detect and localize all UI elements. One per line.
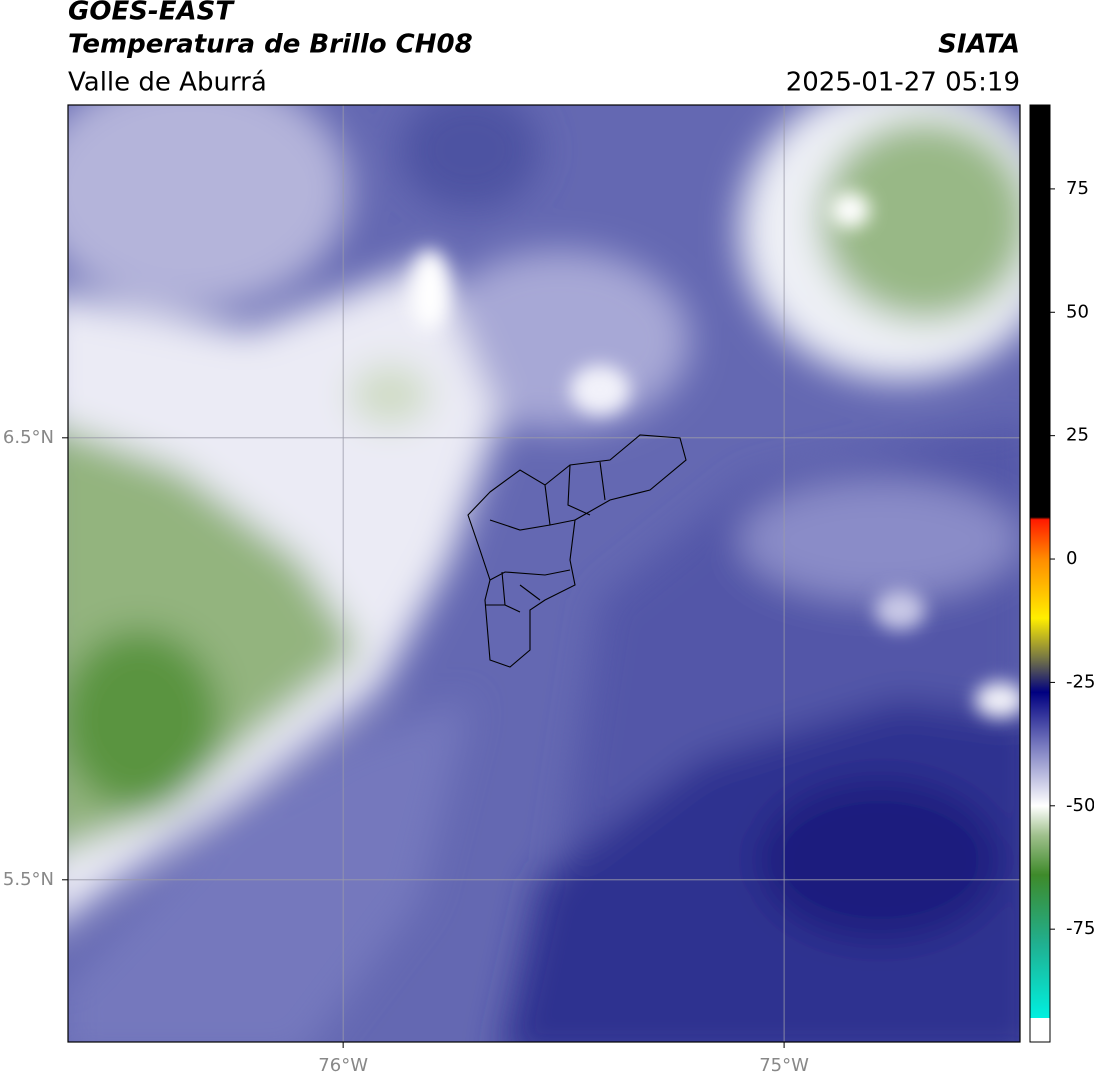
x-tick-label: 76°W bbox=[318, 1055, 368, 1076]
municipal-boundaries bbox=[467, 434, 687, 668]
boundary bbox=[467, 434, 687, 668]
y-tick-label: 5.5°N bbox=[3, 869, 54, 890]
colorbar-tick-label: -50 bbox=[1066, 795, 1094, 816]
colorbar-tick-label: 50 bbox=[1066, 301, 1089, 322]
y-tick-label: 6.5°N bbox=[3, 427, 54, 448]
x-tick-label: 75°W bbox=[759, 1055, 809, 1076]
map-frame bbox=[67, 104, 1021, 1043]
colorbar-tick-label: 0 bbox=[1066, 548, 1077, 569]
colorbar-frame bbox=[1029, 104, 1051, 1043]
source: SIATA bbox=[938, 30, 1020, 60]
graticule bbox=[68, 105, 1020, 1042]
image-field bbox=[68, 105, 1020, 1042]
region: Valle de Aburrá bbox=[68, 68, 267, 98]
colorbar: 75 50 25 0 -25 -50 -75 bbox=[1029, 104, 1094, 1043]
colorbar-tick-label: 25 bbox=[1066, 425, 1089, 446]
title: GOES-EAST bbox=[68, 0, 235, 27]
colorbar-under bbox=[1030, 1018, 1050, 1042]
boundary bbox=[485, 461, 606, 613]
axes: 76°W 75°W 6.5°N 5.5°N bbox=[3, 427, 809, 1076]
colorbar-tick-label: 75 bbox=[1066, 178, 1089, 199]
colorbar-tick-label: -75 bbox=[1066, 918, 1094, 939]
colorbar-tick-label: -25 bbox=[1066, 671, 1094, 692]
subtitle: Temperatura de Brillo CH08 bbox=[68, 30, 473, 60]
image-detail bbox=[410, 192, 1020, 718]
satellite-image bbox=[68, 105, 1020, 1042]
datetime: 2025-01-27 05:19 bbox=[786, 68, 1020, 98]
colorbar-scale bbox=[1030, 105, 1050, 1018]
